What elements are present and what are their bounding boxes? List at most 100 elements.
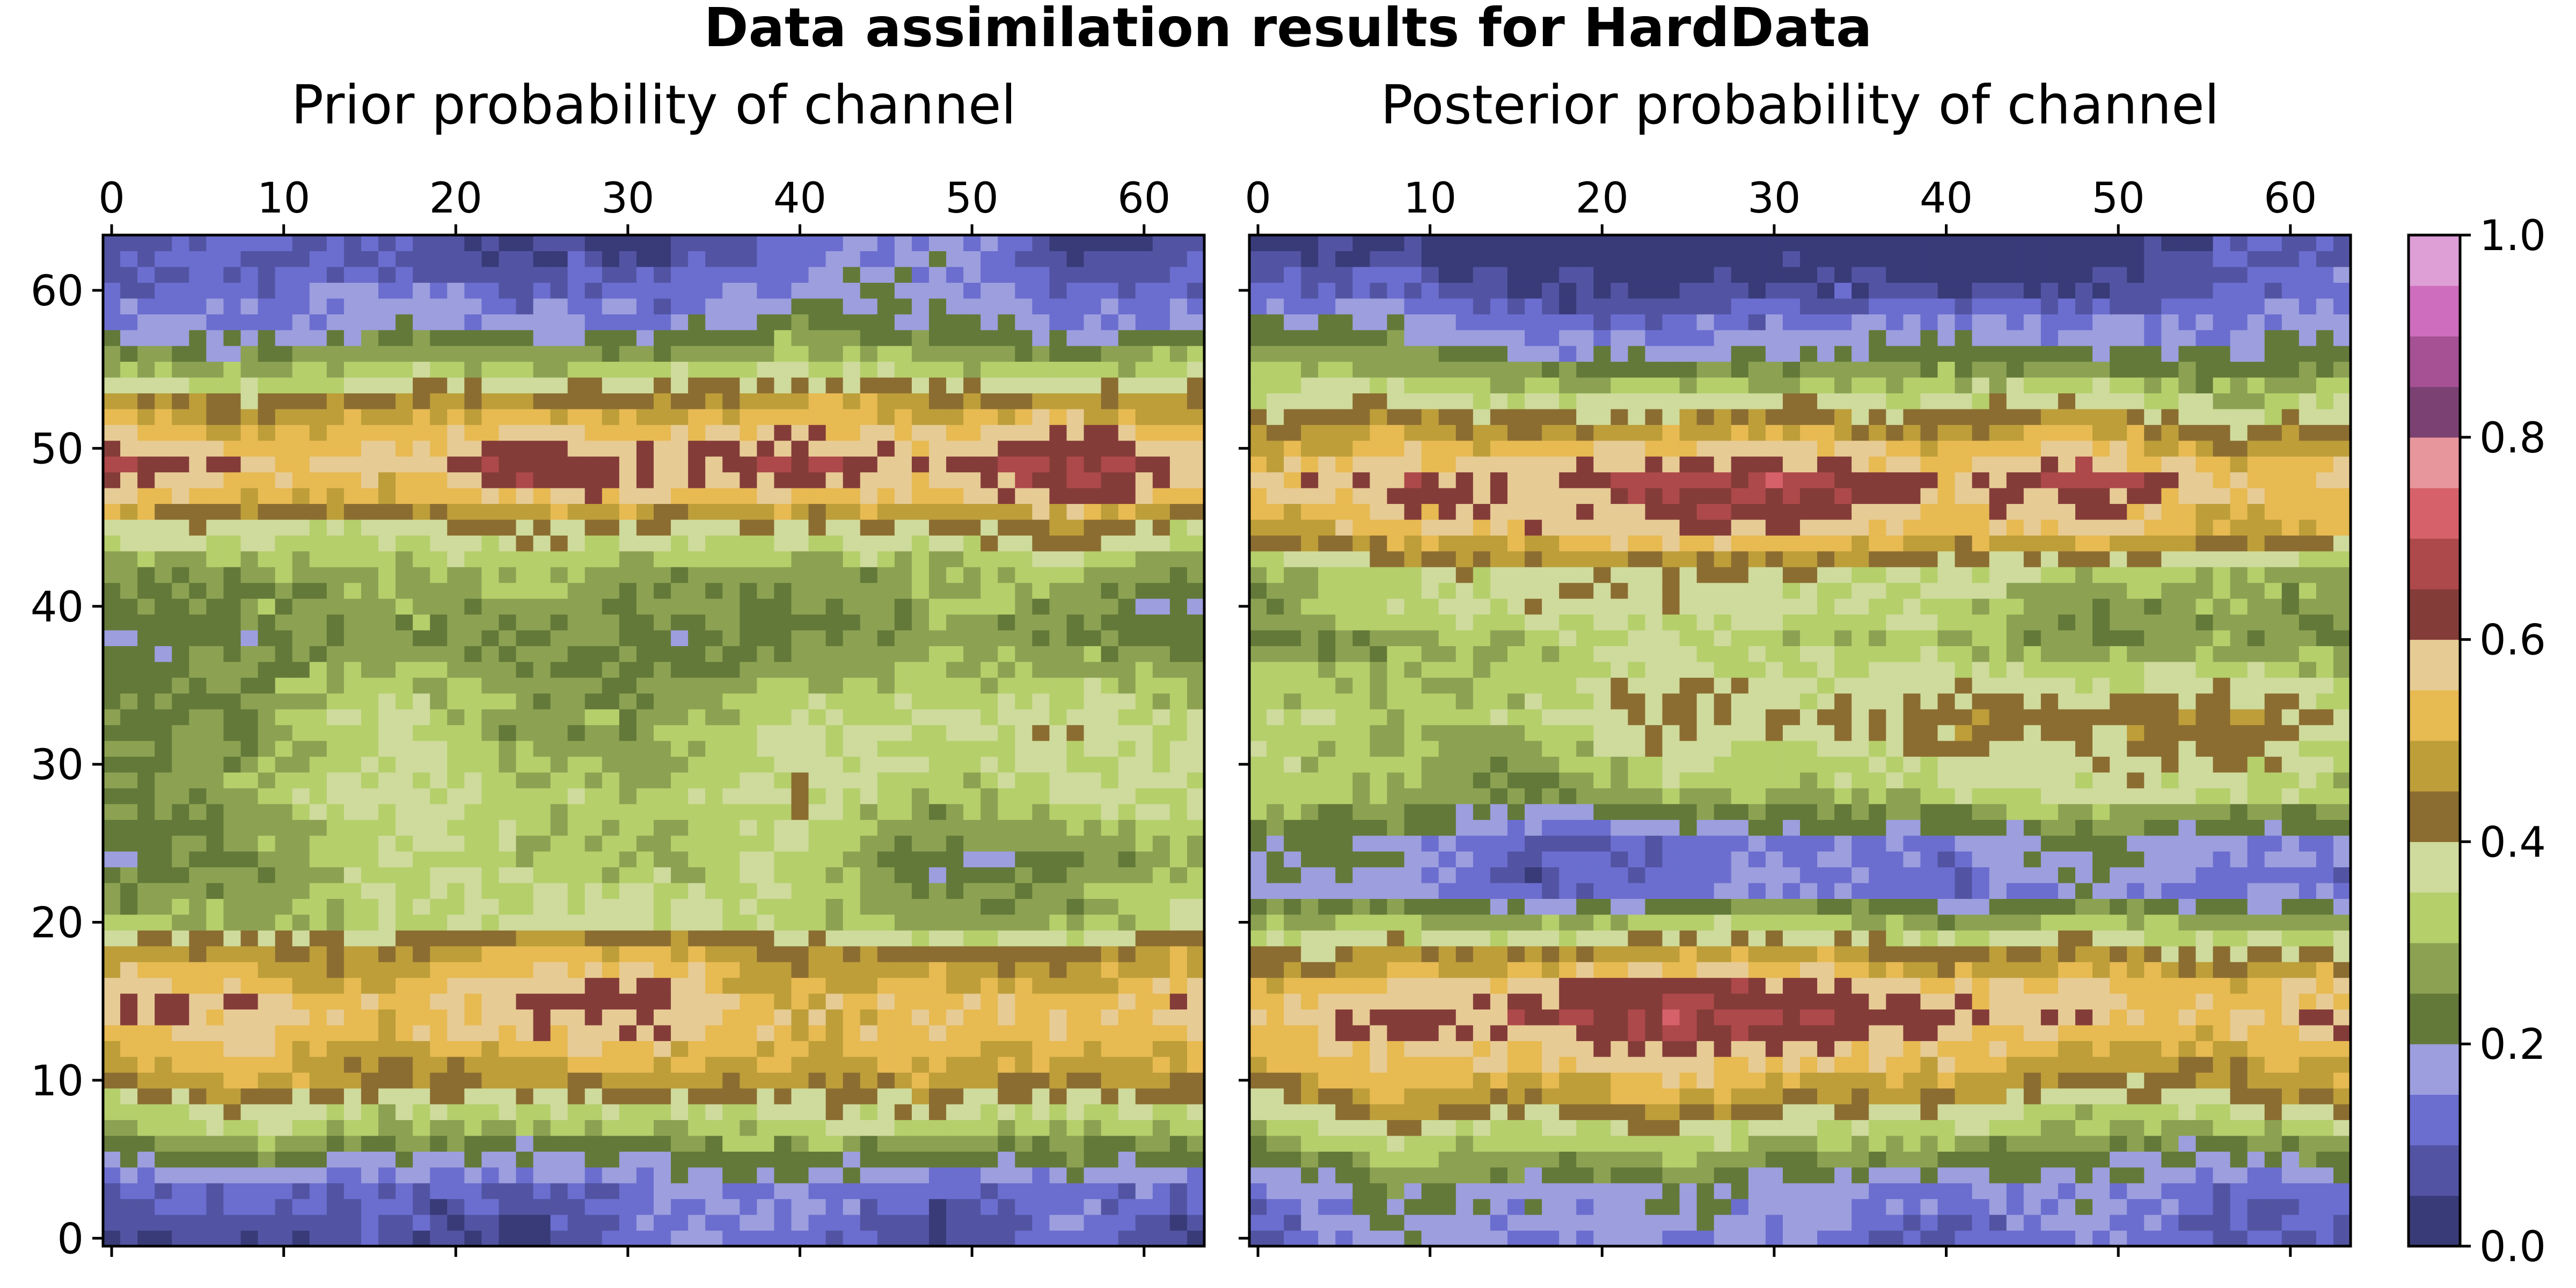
heatmap-cell bbox=[946, 1183, 964, 1199]
heatmap-cell bbox=[602, 741, 620, 757]
heatmap-cell bbox=[808, 741, 826, 757]
heatmap-cell bbox=[326, 440, 345, 457]
heatmap-cell bbox=[654, 298, 671, 314]
heatmap-cell bbox=[2299, 1072, 2317, 1089]
heatmap-cell bbox=[877, 472, 895, 488]
heatmap-cell bbox=[1507, 1151, 1525, 1168]
heatmap-cell bbox=[258, 1104, 276, 1121]
heatmap-cell bbox=[567, 456, 586, 473]
heatmap-cell bbox=[1628, 1230, 1646, 1247]
heatmap-cell bbox=[481, 1104, 500, 1121]
heatmap-cell bbox=[843, 772, 861, 788]
heatmap-cell bbox=[516, 1009, 534, 1026]
heatmap-cell bbox=[998, 551, 1015, 567]
heatmap-cell bbox=[326, 914, 345, 931]
heatmap-cell bbox=[1135, 677, 1153, 694]
heatmap-cell bbox=[533, 1072, 551, 1089]
heatmap-cell bbox=[1611, 1056, 1628, 1073]
heatmap-cell bbox=[1187, 503, 1205, 520]
heatmap-cell bbox=[1765, 1230, 1783, 1247]
heatmap-cell bbox=[155, 567, 172, 583]
heatmap-cell bbox=[1169, 835, 1188, 852]
heatmap-cell bbox=[1135, 519, 1153, 536]
heatmap-cell bbox=[911, 551, 930, 567]
heatmap-cell bbox=[430, 361, 448, 378]
heatmap-cell bbox=[481, 614, 500, 631]
heatmap-cell bbox=[1049, 472, 1067, 488]
heatmap-cell bbox=[1049, 677, 1067, 694]
heatmap-cell bbox=[774, 1167, 792, 1183]
heatmap-cell bbox=[877, 946, 895, 962]
heatmap-cell bbox=[1267, 1151, 1284, 1168]
heatmap-cell bbox=[705, 677, 723, 694]
heatmap-cell bbox=[722, 235, 740, 252]
heatmap-cell bbox=[550, 598, 568, 615]
heatmap-cell bbox=[722, 551, 740, 567]
heatmap-cell bbox=[275, 1009, 293, 1026]
heatmap-cell bbox=[481, 361, 500, 378]
heatmap-cell bbox=[619, 1104, 637, 1121]
heatmap-cell bbox=[120, 298, 138, 314]
heatmap-cell bbox=[1135, 488, 1153, 504]
heatmap-cell bbox=[946, 630, 964, 646]
heatmap-cell bbox=[343, 551, 362, 567]
heatmap-cell bbox=[567, 440, 586, 457]
heatmap-cell bbox=[258, 993, 276, 1010]
heatmap-cell bbox=[1066, 503, 1085, 520]
heatmap-cell bbox=[1032, 1214, 1050, 1231]
heatmap-cell bbox=[860, 898, 878, 915]
heatmap-cell bbox=[1696, 1056, 1715, 1073]
heatmap-cell bbox=[740, 535, 757, 552]
heatmap-cell bbox=[619, 1041, 637, 1057]
heatmap-cell bbox=[946, 1119, 964, 1136]
heatmap-cell bbox=[137, 235, 155, 252]
heatmap-cell bbox=[877, 1198, 895, 1215]
heatmap-cell bbox=[688, 772, 706, 788]
heatmap-cell bbox=[1284, 1088, 1301, 1104]
heatmap-cell bbox=[636, 377, 654, 393]
heatmap-cell bbox=[877, 724, 895, 741]
heatmap-cell bbox=[1972, 1167, 1990, 1183]
heatmap-cell bbox=[1066, 598, 1085, 615]
heatmap-cell bbox=[1032, 977, 1050, 994]
heatmap-cell bbox=[2040, 1135, 2059, 1152]
heatmap-cell bbox=[2006, 1104, 2024, 1121]
heatmap-cell bbox=[654, 1183, 671, 1199]
heatmap-cell bbox=[1049, 741, 1067, 757]
heatmap-cell bbox=[877, 1214, 895, 1231]
heatmap-cell bbox=[705, 535, 723, 552]
heatmap-cell bbox=[843, 330, 861, 346]
heatmap-cell bbox=[808, 519, 826, 536]
heatmap-cell bbox=[1284, 1056, 1301, 1073]
heatmap-cell bbox=[172, 235, 189, 252]
heatmap-cell bbox=[155, 661, 172, 678]
heatmap-cell bbox=[619, 851, 637, 868]
heatmap-cell bbox=[1284, 1214, 1301, 1231]
heatmap-cell bbox=[688, 408, 706, 425]
heatmap-cell bbox=[103, 788, 121, 804]
heatmap-cell bbox=[1187, 851, 1205, 868]
heatmap-cell bbox=[343, 898, 362, 915]
heatmap-cell bbox=[550, 851, 568, 868]
heatmap-cell bbox=[2058, 1214, 2076, 1231]
heatmap-cell bbox=[172, 724, 189, 741]
heatmap-cell bbox=[1135, 456, 1153, 473]
heatmap-cell bbox=[808, 709, 826, 726]
heatmap-cell bbox=[172, 1088, 189, 1104]
heatmap-cell bbox=[275, 1088, 293, 1104]
heatmap-cell bbox=[946, 440, 964, 457]
heatmap-cell bbox=[309, 282, 327, 299]
heatmap-cell bbox=[911, 1214, 930, 1231]
heatmap-cell bbox=[1152, 393, 1170, 409]
heatmap-cell bbox=[361, 630, 379, 646]
heatmap-cell bbox=[791, 330, 809, 346]
heatmap-cell bbox=[464, 867, 482, 883]
heatmap-cell bbox=[292, 1230, 310, 1247]
heatmap-cell bbox=[894, 1230, 912, 1247]
heatmap-cell bbox=[567, 1183, 586, 1199]
heatmap-cell bbox=[980, 693, 998, 709]
heatmap-cell bbox=[1352, 1056, 1371, 1073]
heatmap-cell bbox=[688, 819, 706, 836]
heatmap-cell bbox=[2213, 1135, 2231, 1152]
heatmap-cell bbox=[860, 346, 878, 362]
